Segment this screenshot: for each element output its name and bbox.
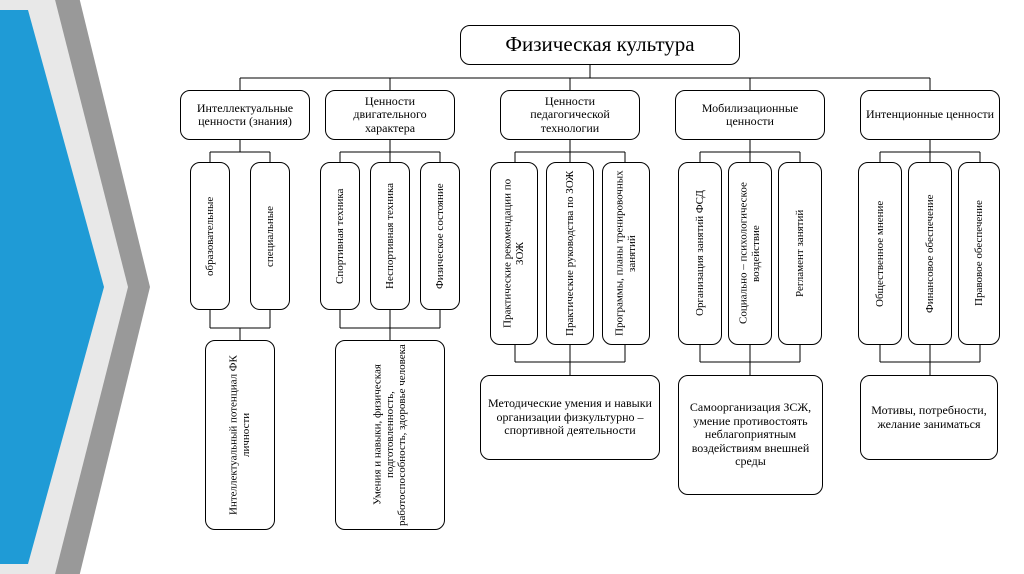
item-c3-0: Практические рекомендации по ЗОЖ xyxy=(490,162,538,345)
category-c4: Мобилизационные ценности xyxy=(675,90,825,140)
root-node: Физическая культура xyxy=(460,25,740,65)
item-c4-0: Организация занятий ФСД xyxy=(678,162,722,345)
item-c2-1: Неспортивная техника xyxy=(370,162,410,310)
item-c2-2: Физическое состояние xyxy=(420,162,460,310)
slide-chevron-decoration xyxy=(0,0,180,574)
item-c5-0: Общественное мнение xyxy=(858,162,902,345)
hierarchy-diagram: Физическая культура Интеллектуальные цен… xyxy=(180,10,1000,560)
result-c5: Мотивы, потребности, желание заниматься xyxy=(860,375,998,460)
item-c2-0: Спортивная техника xyxy=(320,162,360,310)
slide-content: Физическая культура Интеллектуальные цен… xyxy=(180,10,1000,560)
category-c2: Ценности двигательного характера xyxy=(325,90,455,140)
item-c5-1: Финансовое обеспечение xyxy=(908,162,952,345)
item-c4-1: Социально – психологическое воздействие xyxy=(728,162,772,345)
category-c3: Ценности педагогической технологии xyxy=(500,90,640,140)
result-c2: Умения и навыки, физическая подготовленн… xyxy=(335,340,445,530)
item-c1-0: образовательные xyxy=(190,162,230,310)
item-c3-1: Практические руководства по ЗОЖ xyxy=(546,162,594,345)
result-c3: Методические умения и навыки организации… xyxy=(480,375,660,460)
item-c4-2: Регламент занятий xyxy=(778,162,822,345)
result-c1: Интеллектуальный потенциал ФК личности xyxy=(205,340,275,530)
category-c1: Интеллектуальные ценности (знания) xyxy=(180,90,310,140)
item-c1-1: специальные xyxy=(250,162,290,310)
item-c5-2: Правовое обеспечение xyxy=(958,162,1000,345)
item-c3-2: Программы, планы тренировочных занятий xyxy=(602,162,650,345)
category-c5: Интенционные ценности xyxy=(860,90,1000,140)
result-c4: Самоорганизация ЗСЖ, умение противостоят… xyxy=(678,375,823,495)
